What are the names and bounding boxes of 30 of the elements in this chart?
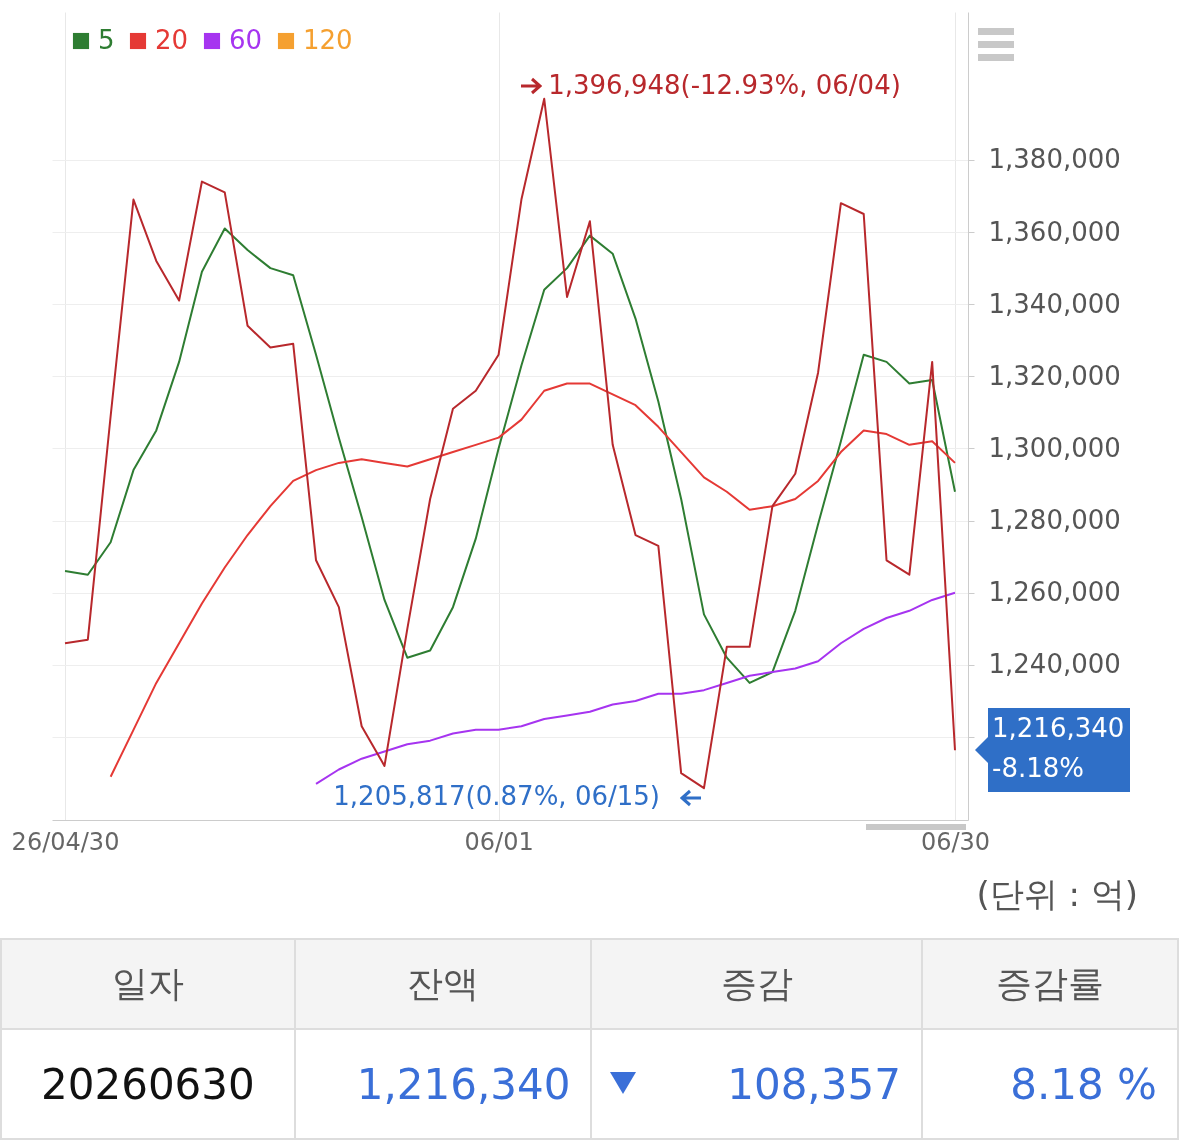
legend-label: 20 — [155, 25, 189, 55]
y-tick-label: 1,260,000 — [988, 577, 1121, 608]
y-tick-label: 1,240,000 — [988, 649, 1121, 680]
y-tick-label: 1,280,000 — [988, 505, 1121, 536]
y-tick-label: 1,380,000 — [988, 144, 1121, 175]
text: 일자 — [1, 939, 295, 1029]
text: 증감 — [591, 939, 922, 1029]
text: 잔액 — [294, 939, 592, 1029]
text: 20260630 — [1, 1029, 295, 1139]
line-series — [64, 227, 956, 684]
legend-label: 120 — [303, 25, 353, 55]
annotation: 1,396,948(-12.93%, 06/04) — [548, 69, 901, 100]
y-tick-label: 1,360,000 — [988, 216, 1121, 247]
x-tick-label: 26/04/30 — [11, 827, 120, 856]
text: 8.18 % — [921, 1029, 1178, 1139]
y-tick-label: 1,340,000 — [988, 288, 1121, 319]
line-series — [109, 382, 956, 778]
text: 108,357 — [591, 1029, 922, 1139]
x-tick-label: 06/01 — [464, 827, 534, 856]
y-tick-label: 1,320,000 — [988, 360, 1121, 391]
text: 1,216,340 -8.18% — [988, 708, 1130, 793]
legend-label: 5 — [98, 25, 115, 55]
y-tick-label: 1,300,000 — [988, 432, 1121, 463]
text: 증감률 — [921, 939, 1178, 1029]
text: (단위 : 억) — [976, 873, 1138, 916]
annotation: 1,205,817(0.87%, 06/15) — [333, 781, 660, 812]
x-tick-label: 06/30 — [920, 827, 991, 856]
line-series — [315, 591, 956, 785]
text: 1,216,340 — [294, 1029, 592, 1139]
legend-label: 60 — [229, 25, 263, 55]
